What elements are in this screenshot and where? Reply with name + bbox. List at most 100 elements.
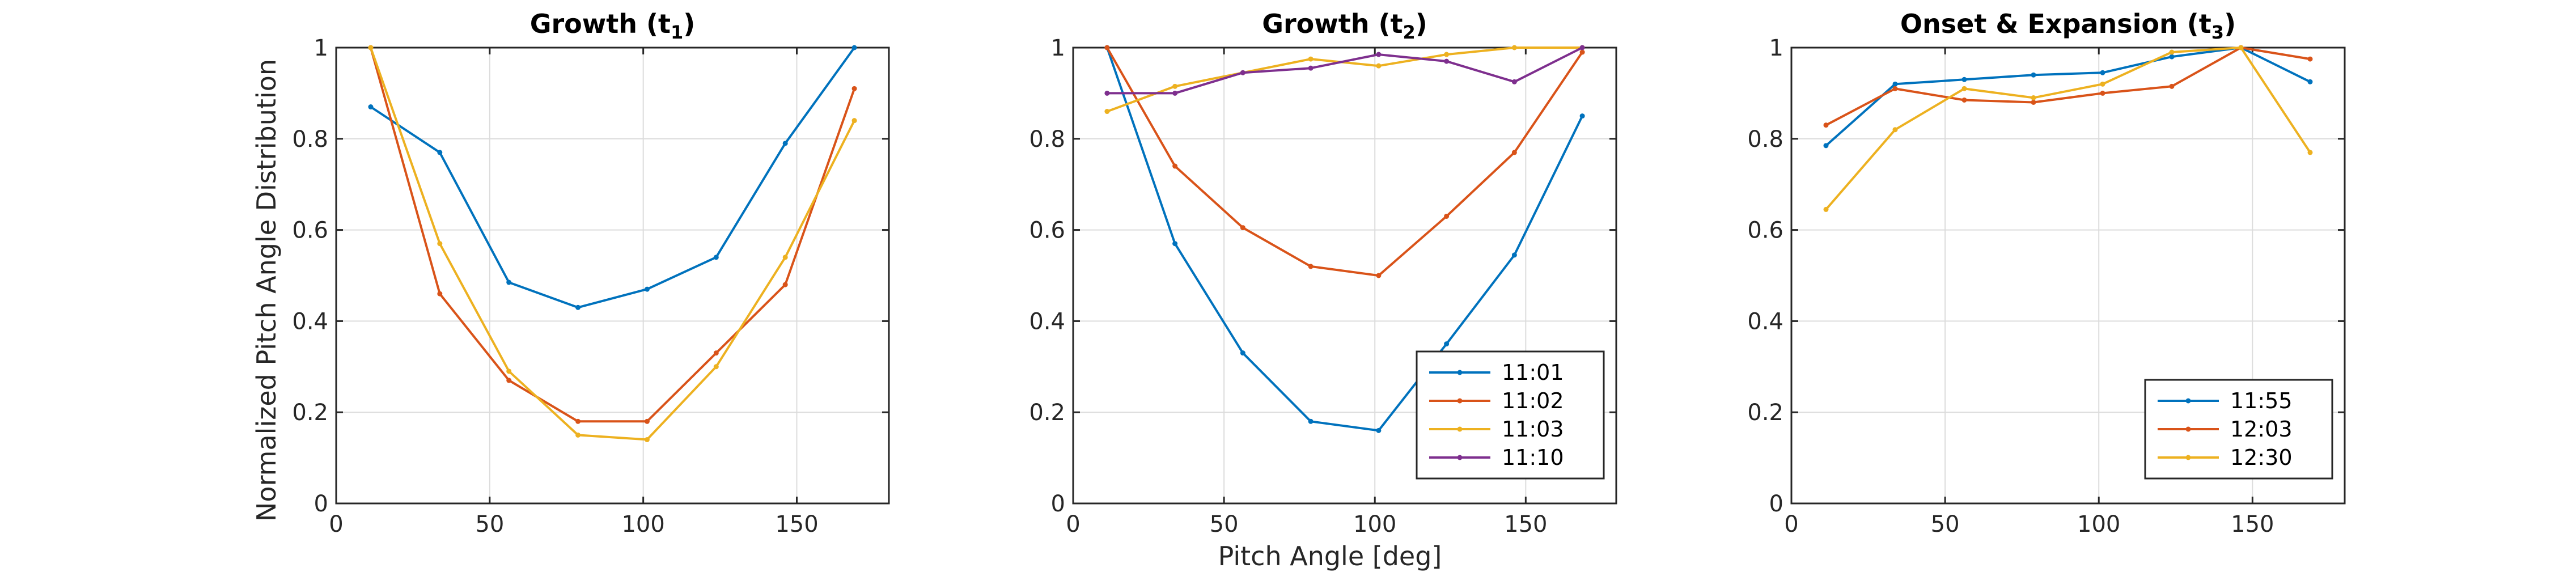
data-point	[2307, 56, 2313, 62]
data-point	[1511, 79, 1517, 84]
y-tick-label: 0.2	[1029, 400, 1065, 426]
chart-title: Growth (t2)	[1262, 9, 1427, 43]
data-point	[1511, 252, 1517, 258]
data-point	[1172, 163, 1178, 169]
data-point	[2169, 54, 2175, 60]
data-point	[851, 45, 857, 50]
data-point	[851, 118, 857, 124]
x-tick-label: 100	[621, 511, 664, 537]
y-tick-label: 0.6	[292, 218, 328, 244]
chart-panel-3: 0 50 100 150 0 0.2 0.4 0.6 0.8 1 Onset & Expansion…	[1747, 9, 2346, 537]
data-point	[1376, 273, 1382, 278]
data-point	[2100, 81, 2105, 87]
data-point	[1104, 109, 1110, 115]
data-point	[1172, 90, 1178, 96]
x-tick-label: 150	[2231, 511, 2274, 537]
legend: 11:55 12:03 12:30	[2144, 379, 2333, 480]
axes-frame	[1072, 46, 1617, 505]
legend-label: 11:03	[1502, 417, 1564, 442]
y-tick-label: 0.8	[1747, 126, 1783, 153]
x-tick-label: 150	[1504, 511, 1547, 537]
data-point	[1823, 206, 1829, 212]
data-point	[575, 304, 581, 310]
y-tick-label: 0.8	[1029, 126, 1065, 153]
data-point	[1823, 122, 1829, 128]
data-point	[506, 279, 512, 285]
legend-label: 11:02	[1502, 388, 1564, 413]
legend-label: 11:01	[1502, 360, 1564, 385]
y-tick-label: 0.2	[1747, 400, 1783, 426]
y-tick-label: 0.4	[1029, 308, 1065, 334]
data-point	[1892, 86, 1898, 91]
data-point	[1892, 127, 1898, 133]
chart-title-text: Growth (t	[530, 9, 671, 39]
y-tick-label: 0.8	[292, 126, 328, 153]
data-point	[1308, 264, 1314, 269]
series-line-1230	[1825, 46, 2311, 210]
data-point	[1961, 86, 1967, 91]
x-tick-label: 0	[1784, 511, 1798, 537]
x-tick-label: 100	[2077, 511, 2120, 537]
y-tick-label: 0.4	[1747, 308, 1783, 334]
chart-title-subscript: 3	[2211, 22, 2224, 43]
data-point	[644, 418, 650, 424]
legend: 11:01 11:02 11:03 11:10	[1416, 350, 1605, 480]
data-point	[1961, 97, 1967, 103]
chart-title: Growth (t1)	[530, 9, 696, 43]
data-point	[644, 286, 650, 292]
data-point	[2031, 99, 2036, 105]
axes-frame	[1790, 46, 2346, 505]
data-point	[1376, 52, 1382, 57]
series-line-1110	[1107, 46, 1583, 95]
data-point	[1308, 418, 1314, 424]
data-point	[1892, 81, 1898, 87]
data-point	[368, 45, 374, 50]
y-tick-label: 0.6	[1029, 218, 1065, 244]
x-tick-label: 0	[1066, 511, 1080, 537]
data-point	[1823, 143, 1829, 149]
data-point	[1579, 113, 1585, 119]
legend-label: 12:30	[2230, 445, 2293, 470]
data-point	[1172, 241, 1178, 247]
data-point	[1579, 45, 1585, 50]
y-tick-label: 0.6	[1747, 218, 1783, 244]
data-point	[1961, 77, 1967, 82]
legend-marker	[2185, 455, 2191, 460]
data-point	[1444, 213, 1450, 219]
x-tick-label: 50	[1931, 511, 1960, 537]
data-point	[1308, 65, 1314, 71]
data-point	[2169, 49, 2175, 55]
legend-label: 12:03	[2230, 417, 2293, 442]
chart-title-subscript: 2	[1403, 22, 1416, 43]
y-tick-label: 1	[314, 35, 328, 61]
data-point	[782, 141, 788, 146]
y-tick-label: 0.4	[292, 308, 328, 334]
data-point	[713, 255, 719, 260]
chart-title: Onset & Expansion (t3)	[1900, 9, 2236, 43]
data-point	[1172, 83, 1178, 89]
legend-marker	[1457, 370, 1463, 375]
data-point	[1308, 56, 1314, 62]
axes-frame	[335, 46, 890, 505]
data-point	[1240, 350, 1245, 356]
data-point	[851, 86, 857, 91]
legend-marker	[2185, 426, 2191, 432]
data-point	[506, 378, 512, 383]
series-line-3	[370, 47, 855, 441]
legend-marker	[1457, 455, 1463, 460]
data-point	[1511, 150, 1517, 155]
data-point	[1579, 49, 1585, 55]
data-point	[2238, 45, 2244, 50]
data-point	[2100, 70, 2105, 75]
legend-label: 11:10	[1502, 445, 1564, 470]
chart-title-subscript: 1	[671, 22, 683, 43]
x-tick-label: 50	[475, 511, 504, 537]
legend-marker	[2185, 398, 2191, 404]
y-axis-label: Normalized Pitch Angle Distribution	[251, 59, 282, 522]
x-tick-label: 0	[329, 511, 343, 537]
data-point	[575, 418, 581, 424]
series-line-1203	[1825, 46, 2311, 126]
